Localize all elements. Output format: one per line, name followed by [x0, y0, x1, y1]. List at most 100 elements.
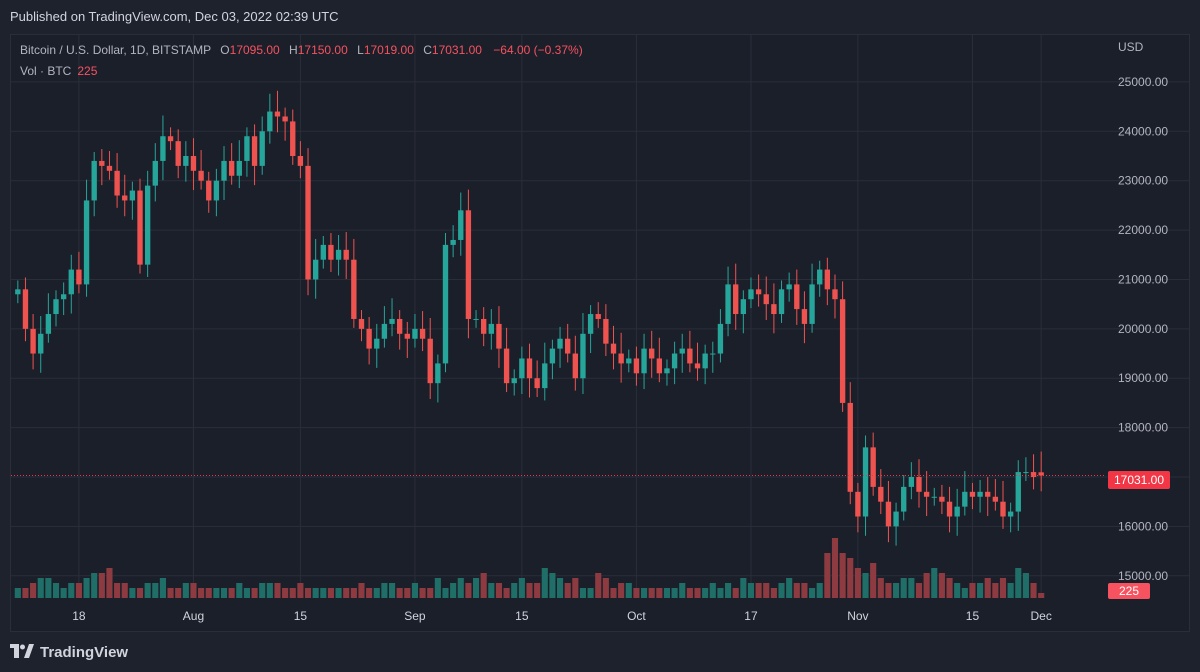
candle-body — [76, 269, 82, 285]
candle-body — [122, 195, 128, 201]
volume-bar — [1022, 573, 1029, 598]
candle-body — [175, 141, 181, 166]
volume-bar — [236, 583, 243, 598]
candle-body — [351, 259, 357, 319]
symbol-label[interactable]: Bitcoin / U.S. Dollar, 1D, BITSTAMP — [20, 43, 211, 57]
volume-bar — [98, 573, 105, 598]
candle-body — [595, 314, 601, 319]
last-price-tag: 17031.00 — [1108, 471, 1170, 489]
candle-body — [534, 378, 540, 389]
volume-bar — [526, 583, 533, 598]
candle-body — [1015, 472, 1021, 512]
candle-body — [183, 155, 189, 166]
candle-body — [664, 368, 670, 374]
candle-body — [839, 299, 846, 403]
candle-body — [786, 284, 792, 290]
candle-body — [221, 160, 227, 181]
candle-body — [794, 284, 800, 310]
candle-body — [328, 244, 334, 260]
volume-bar — [908, 578, 915, 598]
candle-body — [893, 511, 899, 527]
footer-brand[interactable]: TradingView — [10, 640, 128, 664]
volume-bar — [312, 588, 319, 598]
volume-bar — [961, 588, 968, 598]
volume-bar — [954, 583, 961, 598]
candle-body — [885, 501, 892, 527]
volume-bar — [854, 568, 861, 598]
candle-body — [412, 328, 418, 339]
volume-bar — [442, 588, 449, 598]
volume-bar — [564, 583, 571, 598]
grid-lines — [11, 35, 1189, 598]
volume-label[interactable]: Vol · BTC — [20, 64, 72, 78]
volume-bar — [702, 588, 709, 598]
candle-body — [53, 299, 59, 315]
volume-bar — [488, 583, 495, 598]
volume-bar — [190, 583, 197, 598]
price-tick-label: 23000.00 — [1118, 174, 1168, 188]
candle-body — [610, 343, 617, 354]
candle-body — [549, 348, 556, 364]
candle-body — [99, 160, 105, 166]
candle-body — [503, 348, 510, 384]
candle-body — [587, 314, 594, 334]
open-label: O — [220, 43, 230, 57]
volume-bar — [541, 568, 548, 598]
volume-bar — [381, 583, 388, 598]
candle-body — [282, 116, 288, 122]
candle-body — [580, 333, 586, 379]
candle-body — [916, 477, 922, 492]
candle-body — [740, 299, 747, 315]
volume-value: 225 — [77, 64, 98, 78]
candle-body — [931, 496, 937, 498]
candle-body — [114, 170, 120, 196]
volume-bar — [977, 583, 984, 598]
low-value: 17019.00 — [363, 43, 414, 57]
volume-bar — [534, 583, 541, 598]
volume-bar — [480, 573, 487, 598]
candle-body — [733, 284, 739, 315]
candle-body — [847, 402, 853, 492]
volume-bar — [694, 588, 701, 598]
volume-bar — [946, 578, 953, 598]
volume-bar — [106, 568, 113, 598]
volume-bar — [877, 578, 884, 598]
volume-bar — [320, 588, 327, 598]
currency-label[interactable]: USD — [1118, 40, 1144, 54]
volume-bar — [579, 588, 587, 598]
volume-bar — [969, 583, 976, 598]
candle-body — [404, 333, 410, 339]
candle-body — [603, 318, 609, 344]
candle-body — [671, 353, 678, 369]
volume-bar — [786, 578, 793, 598]
volume-bar — [671, 588, 678, 598]
candle-body — [297, 155, 304, 166]
candle-body — [870, 447, 876, 487]
price-tick-label: 16000.00 — [1118, 519, 1168, 533]
candle-body — [427, 338, 433, 384]
candle-body — [1030, 472, 1037, 478]
price-tick-label: 19000.00 — [1118, 371, 1168, 385]
candle-body — [923, 491, 930, 497]
volume-bar — [274, 583, 281, 598]
volume-bar — [999, 578, 1007, 598]
candle-body — [717, 323, 724, 354]
volume-bar — [809, 588, 816, 598]
volume-bar — [136, 588, 144, 598]
candle-body — [435, 363, 441, 384]
volume-bar — [1015, 568, 1022, 598]
volume-bar — [75, 583, 82, 598]
candle-body — [809, 284, 815, 324]
volume-bar — [45, 578, 52, 598]
volume-bar — [587, 588, 594, 598]
volume-bar — [503, 588, 510, 598]
volume-bar — [747, 583, 755, 598]
candle-body — [244, 136, 250, 161]
chart-pane[interactable] — [10, 34, 1190, 632]
volume-bar — [465, 583, 472, 598]
candle-body — [442, 244, 449, 364]
high-value: 17150.00 — [297, 43, 348, 57]
volume-bar — [419, 588, 426, 598]
candle-body — [68, 269, 74, 295]
